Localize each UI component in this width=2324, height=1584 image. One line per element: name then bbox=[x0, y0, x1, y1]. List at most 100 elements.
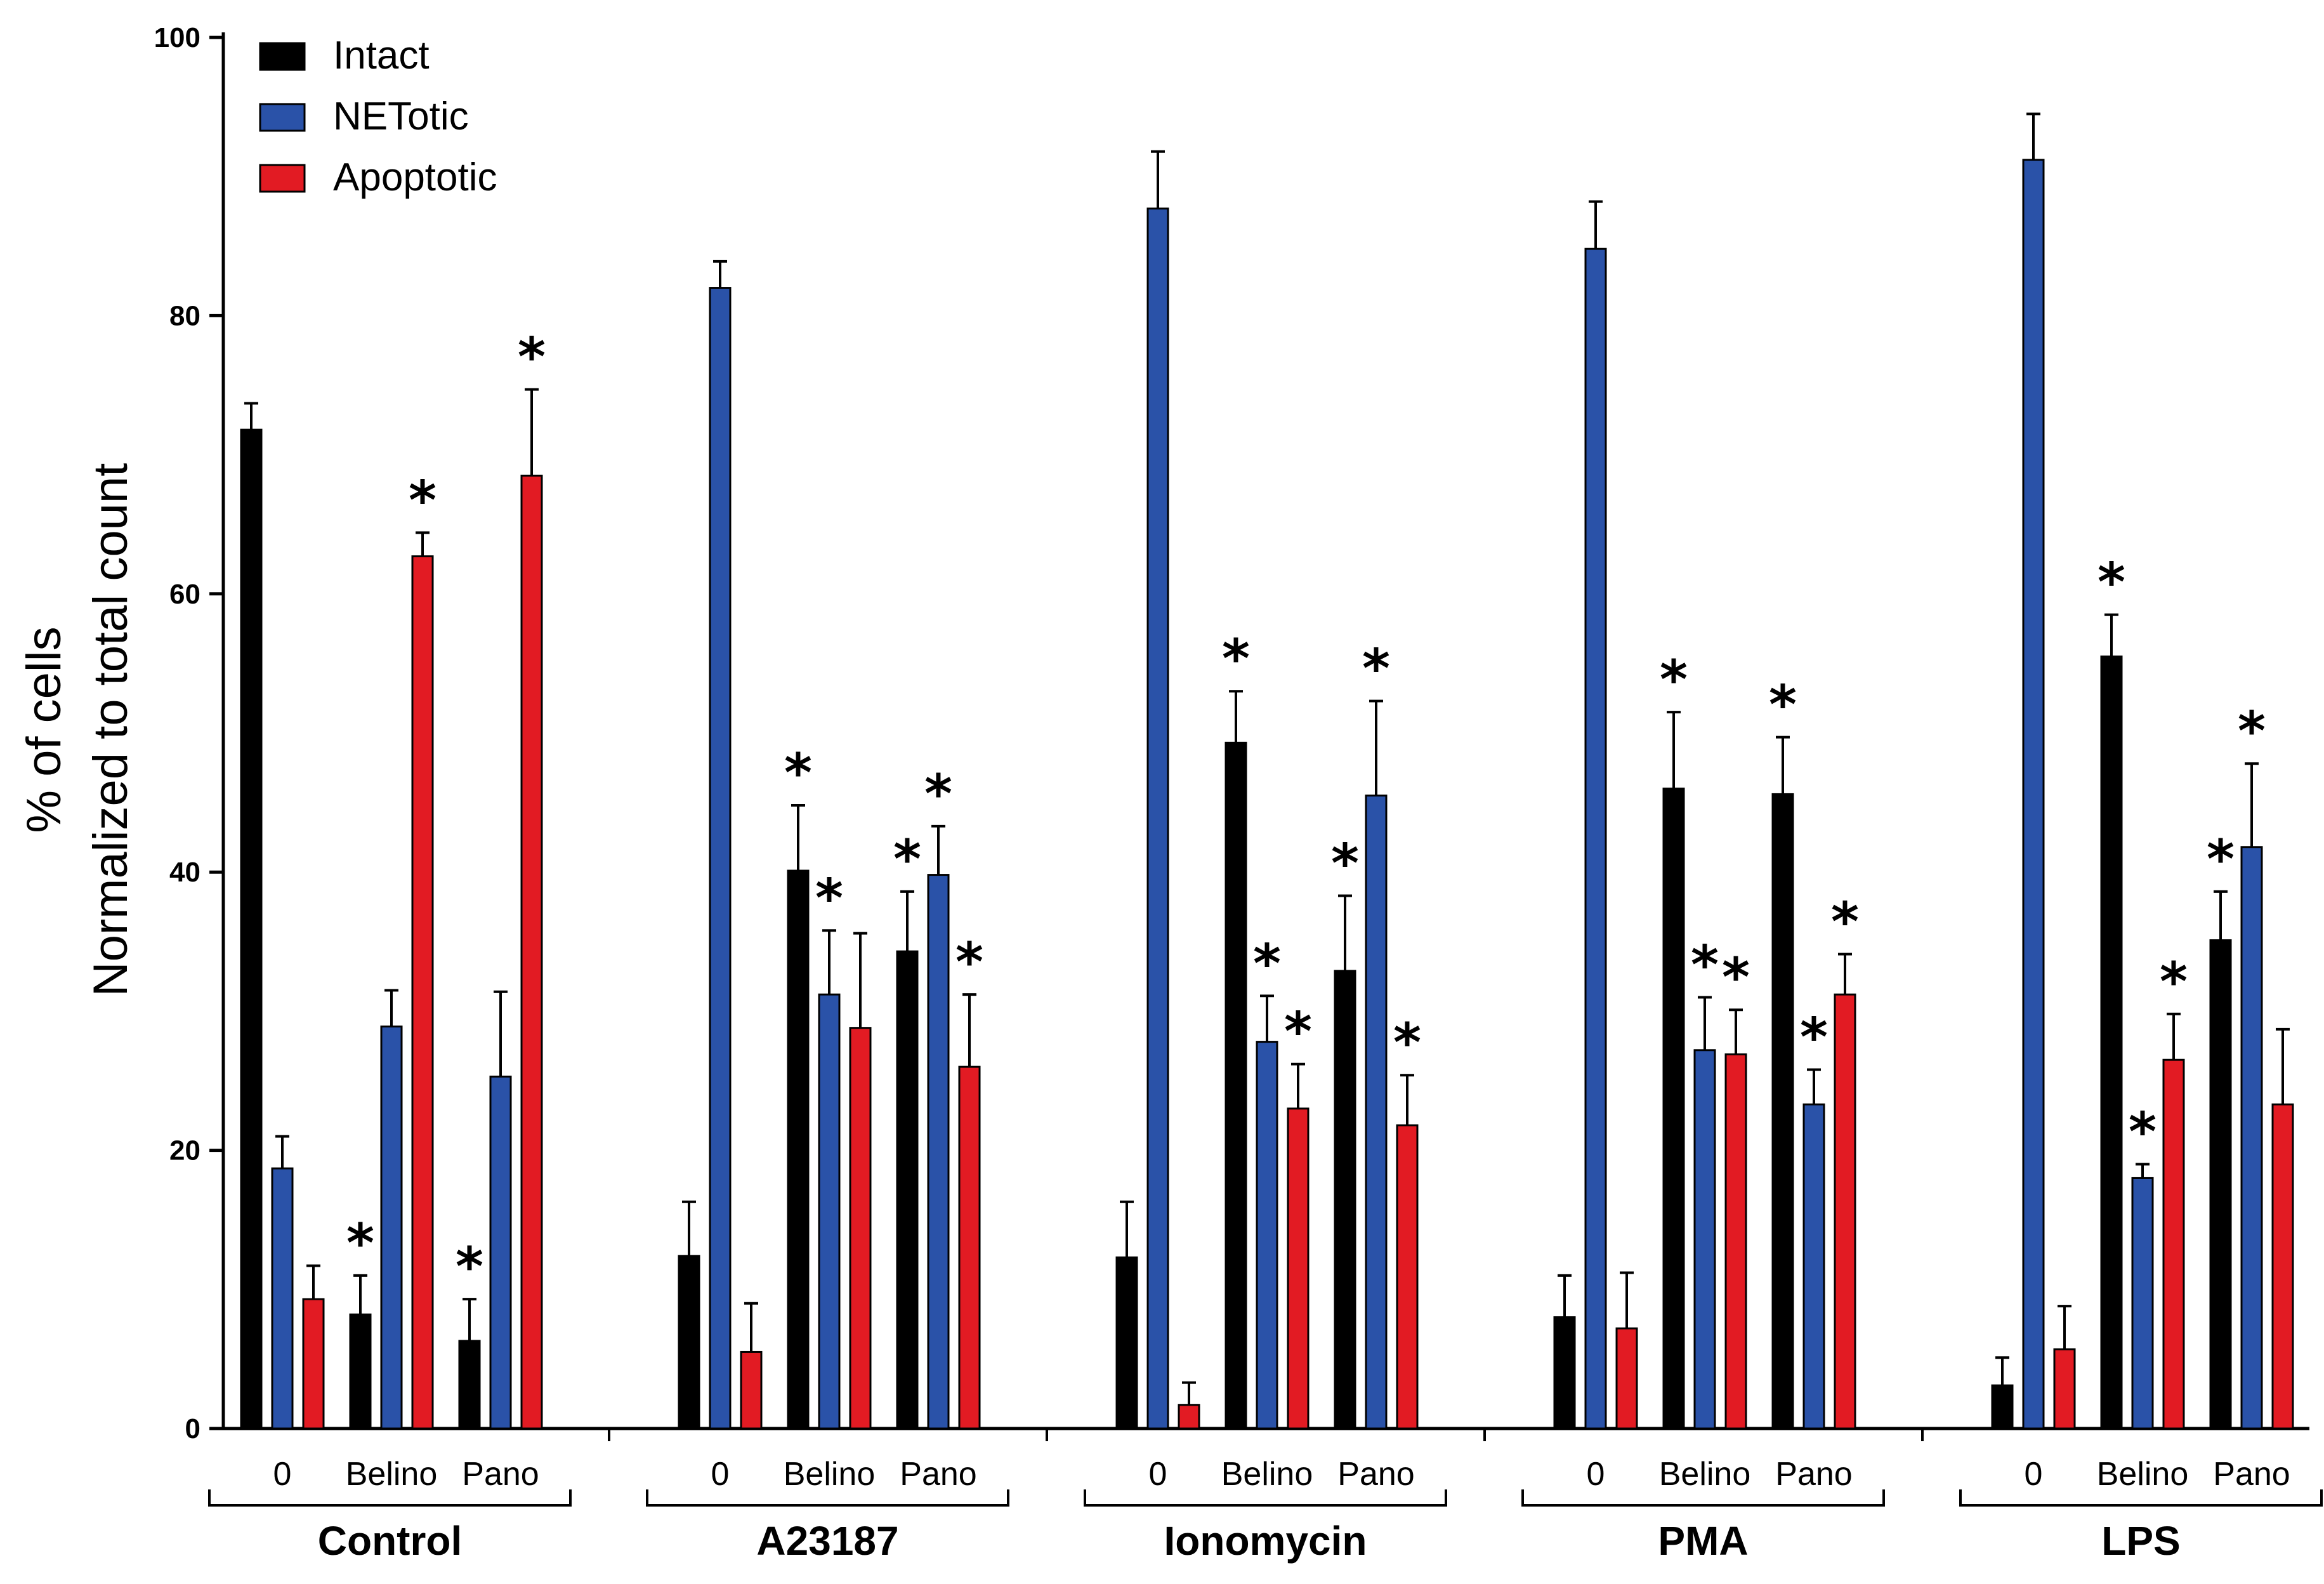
y-tick-label: 20 bbox=[169, 1135, 200, 1166]
legend-label-intact: Intact bbox=[333, 34, 430, 77]
significance-star: * bbox=[346, 1212, 374, 1274]
bar-apoptotic bbox=[1178, 1404, 1200, 1430]
category-label-belino: Belino bbox=[2097, 1456, 2189, 1493]
bar-apoptotic bbox=[520, 474, 543, 1430]
bar-intact bbox=[2209, 939, 2232, 1430]
bar-intact bbox=[458, 1340, 481, 1430]
significance-star: * bbox=[2098, 551, 2125, 614]
bar-netotic bbox=[927, 874, 950, 1430]
bar-intact bbox=[240, 428, 263, 1430]
significance-star: * bbox=[2207, 828, 2235, 890]
bar-apoptotic bbox=[1287, 1107, 1310, 1430]
group-bracket bbox=[1959, 1489, 2323, 1507]
group-label-ionomycin: Ionomycin bbox=[1164, 1518, 1367, 1564]
category-label-0: 0 bbox=[1149, 1456, 1167, 1493]
category-label-belino: Belino bbox=[346, 1456, 438, 1493]
significance-star: * bbox=[1331, 832, 1359, 894]
y-axis-label-line2: Normalized to total count bbox=[84, 463, 138, 997]
significance-star: * bbox=[1722, 946, 1750, 1008]
bar-netotic bbox=[1802, 1103, 1825, 1430]
group-bracket bbox=[208, 1489, 572, 1507]
bar-netotic bbox=[1256, 1041, 1278, 1430]
bar-apoptotic bbox=[1834, 993, 1856, 1430]
category-label-belino: Belino bbox=[1221, 1456, 1313, 1493]
significance-star: * bbox=[409, 469, 437, 531]
bar-apoptotic bbox=[1724, 1053, 1747, 1430]
bar-netotic bbox=[380, 1026, 403, 1430]
bar-netotic bbox=[1365, 795, 1388, 1430]
significance-star: * bbox=[1691, 934, 1719, 996]
bar-apoptotic bbox=[302, 1298, 325, 1430]
significance-star: * bbox=[1284, 1001, 1312, 1063]
bar-intact bbox=[678, 1255, 700, 1430]
category-label-belino: Belino bbox=[784, 1456, 876, 1493]
bar-intact bbox=[787, 869, 810, 1430]
bar-intact bbox=[1553, 1316, 1576, 1430]
bar-intact bbox=[1224, 741, 1247, 1430]
bar-intact bbox=[2100, 655, 2123, 1430]
bar-apoptotic bbox=[2053, 1348, 2076, 1430]
category-label-pano: Pano bbox=[900, 1456, 976, 1493]
group-label-control: Control bbox=[318, 1518, 463, 1564]
significance-star: * bbox=[784, 742, 812, 804]
bar-intact bbox=[349, 1313, 372, 1430]
significance-star: * bbox=[955, 931, 983, 993]
bar-netotic bbox=[818, 993, 841, 1430]
bar-netotic bbox=[709, 287, 732, 1430]
bar-netotic bbox=[1693, 1049, 1716, 1430]
bar-intact bbox=[1991, 1384, 2014, 1430]
legend-swatch-intact bbox=[259, 42, 306, 71]
bar-apoptotic bbox=[958, 1066, 981, 1430]
y-tick-label: 80 bbox=[169, 300, 200, 331]
category-label-0: 0 bbox=[273, 1456, 292, 1493]
y-tick-label: 100 bbox=[154, 22, 200, 53]
bar-intact bbox=[1334, 970, 1356, 1430]
significance-star: * bbox=[456, 1236, 483, 1298]
y-tick-label: 60 bbox=[169, 579, 200, 610]
y-axis-label-line1: % of cells bbox=[17, 626, 71, 833]
significance-star: * bbox=[1769, 674, 1797, 736]
category-label-0: 0 bbox=[1587, 1456, 1605, 1493]
significance-star: * bbox=[1253, 932, 1281, 994]
bar-netotic bbox=[489, 1075, 512, 1430]
bar-intact bbox=[1662, 788, 1685, 1430]
bar-apoptotic bbox=[2271, 1103, 2294, 1430]
category-label-pano: Pano bbox=[462, 1456, 539, 1493]
group-label-lps: LPS bbox=[2101, 1518, 2180, 1564]
significance-star: * bbox=[1660, 649, 1688, 711]
legend-label-netotic: NETotic bbox=[333, 95, 469, 138]
bar-apoptotic bbox=[2162, 1059, 2185, 1430]
significance-star: * bbox=[2129, 1101, 2157, 1163]
bar-netotic bbox=[2240, 846, 2263, 1430]
bar-netotic bbox=[271, 1167, 294, 1430]
bar-intact bbox=[896, 950, 919, 1430]
bar-apoptotic bbox=[1615, 1327, 1638, 1430]
significance-star: * bbox=[1831, 891, 1859, 953]
y-tick-label: 0 bbox=[185, 1413, 200, 1444]
bar-apoptotic bbox=[849, 1027, 872, 1430]
significance-star: * bbox=[893, 828, 921, 890]
significance-star: * bbox=[2160, 951, 2188, 1013]
bar-apoptotic bbox=[411, 555, 434, 1430]
bar-apoptotic bbox=[740, 1350, 763, 1430]
significance-star: * bbox=[2238, 700, 2266, 762]
significance-star: * bbox=[518, 326, 546, 388]
bar-netotic bbox=[2131, 1177, 2154, 1430]
significance-star: * bbox=[924, 763, 952, 825]
group-bracket bbox=[1521, 1489, 1885, 1507]
group-bracket bbox=[646, 1489, 1009, 1507]
category-label-0: 0 bbox=[711, 1456, 730, 1493]
group-label-a23187: A23187 bbox=[756, 1518, 898, 1564]
significance-star: * bbox=[1222, 628, 1250, 690]
bar-netotic bbox=[1146, 208, 1169, 1430]
category-label-pano: Pano bbox=[1775, 1456, 1852, 1493]
bar-apoptotic bbox=[1396, 1124, 1419, 1430]
group-bracket bbox=[1084, 1489, 1447, 1507]
group-label-pma: PMA bbox=[1658, 1518, 1748, 1564]
bar-netotic bbox=[2022, 159, 2045, 1430]
legend-label-apoptotic: Apoptotic bbox=[333, 155, 497, 199]
legend-swatch-apoptotic bbox=[259, 164, 306, 193]
category-label-pano: Pano bbox=[1337, 1456, 1414, 1493]
